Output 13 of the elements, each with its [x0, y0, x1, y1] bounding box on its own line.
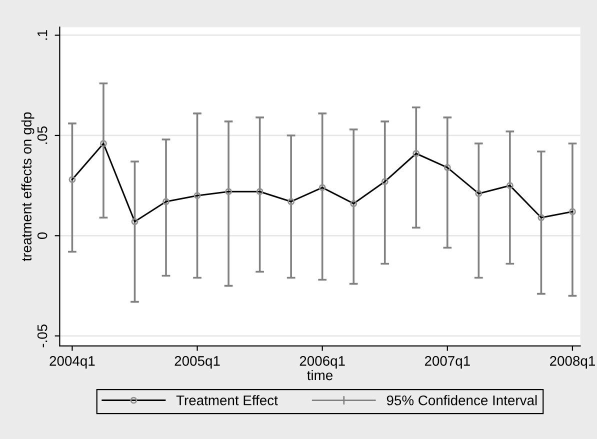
x-tick-label: 2004q1	[50, 356, 95, 369]
x-axis-title: time	[307, 370, 332, 380]
x-tick-label: 2005q1	[174, 356, 220, 369]
x-tick-label: 2008q1	[550, 356, 595, 369]
y-axis-title: treatment effects on gdp	[21, 112, 34, 262]
x-tick-label: 2006q1	[300, 356, 345, 369]
y-tick-label: -.05	[37, 324, 48, 348]
text: 95% Confidence Interval	[386, 395, 537, 406]
legend-label: Treatment Effect	[176, 395, 278, 406]
y-tick-label: 0	[37, 232, 48, 240]
y-tick-label: .1	[38, 30, 48, 40]
x-tick-label: 2007q1	[424, 356, 470, 369]
y-tick-label: .05	[37, 126, 48, 144]
